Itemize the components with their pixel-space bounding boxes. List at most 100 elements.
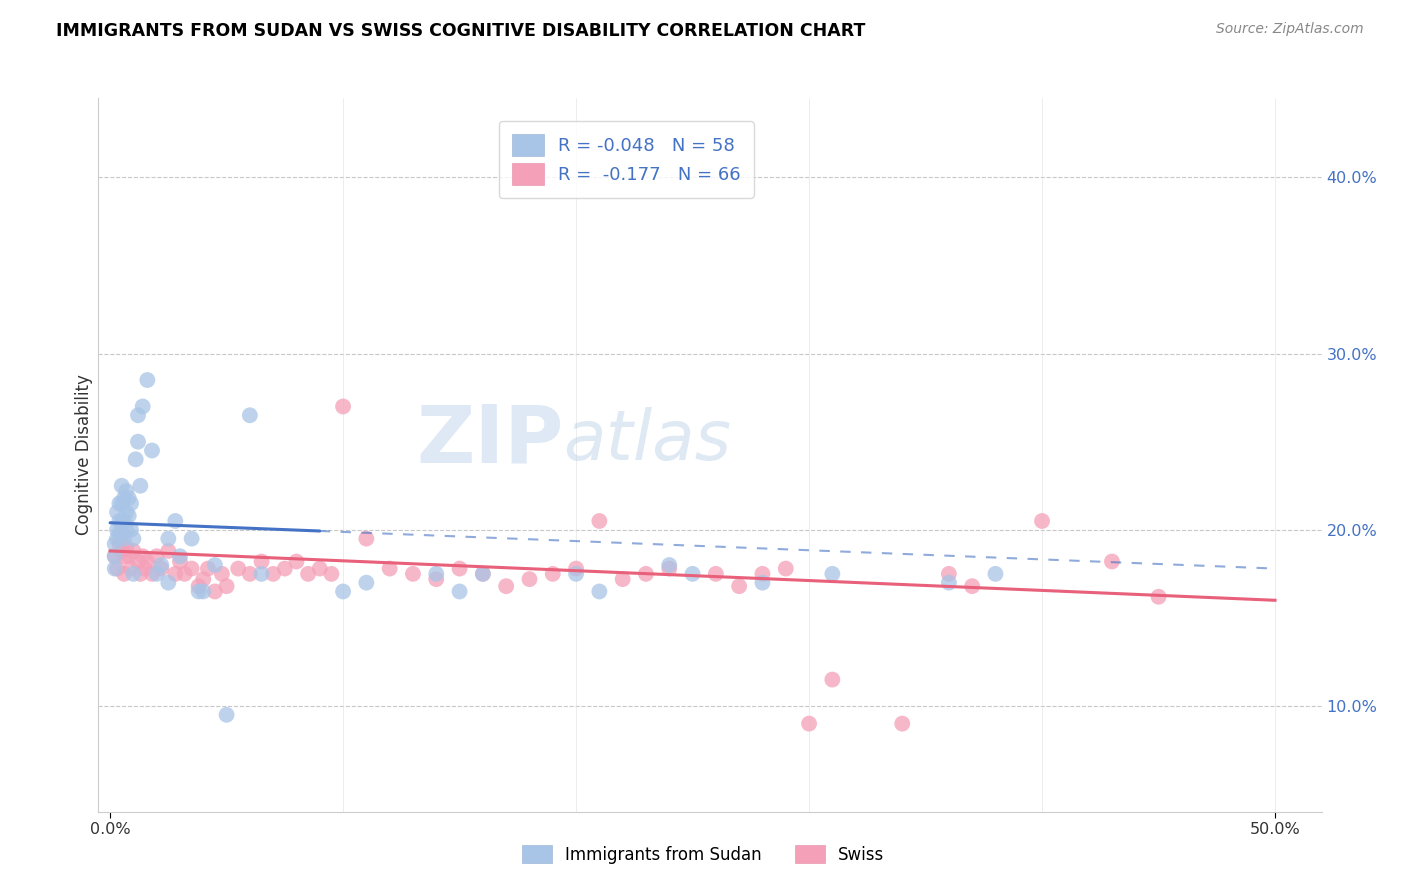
Point	[704, 566, 727, 581]
Point	[938, 566, 960, 581]
Point	[193, 584, 215, 599]
Point	[250, 555, 273, 569]
Point	[157, 544, 180, 558]
Point	[204, 584, 226, 599]
Point	[127, 555, 149, 569]
Point	[136, 373, 159, 387]
Point	[332, 584, 354, 599]
Point	[541, 566, 564, 581]
Point	[519, 572, 541, 586]
Point	[180, 561, 202, 575]
Point	[250, 566, 273, 581]
Point	[449, 584, 471, 599]
Point	[104, 549, 127, 564]
Point	[104, 561, 127, 575]
Point	[157, 532, 180, 546]
Point	[115, 505, 138, 519]
Point	[274, 561, 297, 575]
Point	[118, 508, 141, 523]
Point	[108, 514, 131, 528]
Point	[122, 544, 145, 558]
Point	[239, 409, 262, 423]
Point	[960, 579, 983, 593]
Point	[226, 561, 249, 575]
Point	[728, 579, 751, 593]
Point	[150, 561, 173, 575]
Point	[115, 483, 138, 498]
Point	[565, 561, 588, 575]
Point	[145, 566, 167, 581]
Point	[658, 558, 681, 572]
Point	[262, 566, 284, 581]
Point	[215, 707, 238, 722]
Point	[425, 566, 447, 581]
Y-axis label: Cognitive Disability: Cognitive Disability	[75, 375, 93, 535]
Text: ZIP: ZIP	[416, 401, 564, 480]
Point	[180, 532, 202, 546]
Point	[120, 523, 142, 537]
Point	[108, 526, 131, 541]
Point	[105, 532, 128, 546]
Point	[157, 575, 180, 590]
Point	[821, 673, 844, 687]
Point	[1101, 555, 1123, 569]
Point	[187, 579, 209, 593]
Point	[187, 584, 209, 599]
Point	[751, 575, 773, 590]
Point	[127, 434, 149, 449]
Point	[118, 491, 141, 505]
Point	[104, 549, 127, 564]
Point	[471, 566, 494, 581]
Point	[891, 716, 914, 731]
Point	[204, 558, 226, 572]
Point	[495, 579, 517, 593]
Point	[112, 549, 135, 564]
Point	[285, 555, 308, 569]
Point	[125, 452, 148, 467]
Point	[165, 566, 187, 581]
Point	[122, 532, 145, 546]
Point	[111, 514, 134, 528]
Point	[118, 549, 141, 564]
Point	[108, 537, 131, 551]
Point	[131, 400, 153, 414]
Point	[112, 514, 135, 528]
Point	[145, 549, 167, 564]
Point	[108, 496, 131, 510]
Point	[115, 541, 138, 555]
Point	[308, 561, 330, 575]
Point	[127, 409, 149, 423]
Point	[129, 479, 152, 493]
Point	[111, 479, 134, 493]
Point	[193, 572, 215, 586]
Point	[356, 532, 378, 546]
Point	[165, 514, 187, 528]
Point	[378, 561, 401, 575]
Point	[938, 575, 960, 590]
Point	[141, 443, 163, 458]
Point	[402, 566, 425, 581]
Point	[984, 566, 1007, 581]
Point	[111, 526, 134, 541]
Point	[471, 566, 494, 581]
Point	[197, 561, 219, 575]
Point	[1147, 590, 1170, 604]
Text: atlas: atlas	[564, 407, 731, 475]
Point	[141, 566, 163, 581]
Point	[775, 561, 797, 575]
Point	[173, 566, 195, 581]
Point	[112, 532, 135, 546]
Point	[211, 566, 233, 581]
Point	[565, 566, 588, 581]
Point	[111, 496, 134, 510]
Point	[612, 572, 634, 586]
Point	[169, 549, 191, 564]
Point	[111, 526, 134, 541]
Point	[134, 561, 156, 575]
Point	[131, 549, 153, 564]
Point	[129, 566, 152, 581]
Point	[136, 555, 159, 569]
Text: IMMIGRANTS FROM SUDAN VS SWISS COGNITIVE DISABILITY CORRELATION CHART: IMMIGRANTS FROM SUDAN VS SWISS COGNITIVE…	[56, 22, 866, 40]
Point	[588, 584, 610, 599]
Point	[821, 566, 844, 581]
